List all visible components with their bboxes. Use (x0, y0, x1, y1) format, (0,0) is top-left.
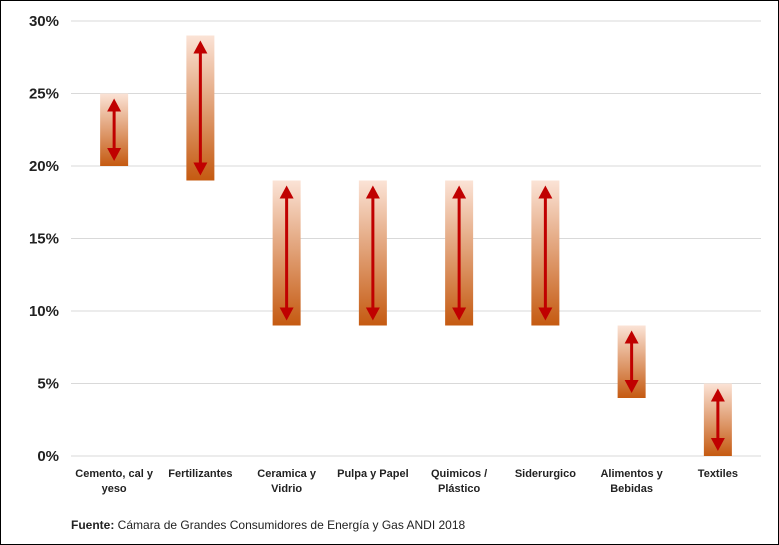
y-tick-label: 5% (37, 376, 59, 393)
x-category-label-line2: Plástico (438, 483, 480, 495)
double-arrow (452, 185, 467, 321)
double-arrow (193, 40, 208, 176)
x-category-label: Fertilizantes (168, 468, 232, 480)
gridlines (71, 20, 761, 457)
x-category-label-line2: Vidrio (271, 483, 302, 495)
y-tick-label: 30% (29, 13, 59, 30)
x-category-label-line2: Bebidas (610, 483, 653, 495)
x-category-label: Cemento, cal y (75, 468, 154, 480)
source-note: Fuente: Cámara de Grandes Consumidores d… (71, 518, 465, 532)
x-category-label: Quimicos / (431, 468, 487, 480)
x-category-label: Siderurgico (515, 468, 576, 480)
x-category-label: Textiles (698, 468, 738, 480)
y-tick-label: 10% (29, 303, 59, 320)
source-label: Fuente: (71, 518, 115, 532)
double-arrow (710, 388, 725, 451)
x-category-label: Pulpa y Papel (337, 468, 409, 480)
double-arrow (107, 98, 122, 161)
y-tick-label: 25% (29, 86, 59, 103)
source-text: Cámara de Grandes Consumidores de Energí… (114, 518, 466, 532)
range-bars (100, 35, 732, 456)
y-tick-label: 0% (37, 448, 59, 465)
y-tick-label: 15% (29, 231, 59, 248)
x-category-label-line2: yeso (102, 483, 127, 495)
x-axis-category-labels: Cemento, cal y yeso Fertilizantes Ceramica … (75, 468, 738, 495)
range-arrows (107, 40, 725, 451)
double-arrow (279, 185, 294, 321)
double-arrow (624, 330, 639, 393)
double-arrow (538, 185, 553, 321)
y-tick-label: 20% (29, 158, 59, 175)
double-arrow (365, 185, 380, 321)
x-category-label: Alimentos y (600, 468, 663, 480)
y-axis-tick-labels: 0% 5% 10% 15% 20% 25% 30% (29, 13, 59, 465)
x-category-label: Ceramica y (257, 468, 317, 480)
